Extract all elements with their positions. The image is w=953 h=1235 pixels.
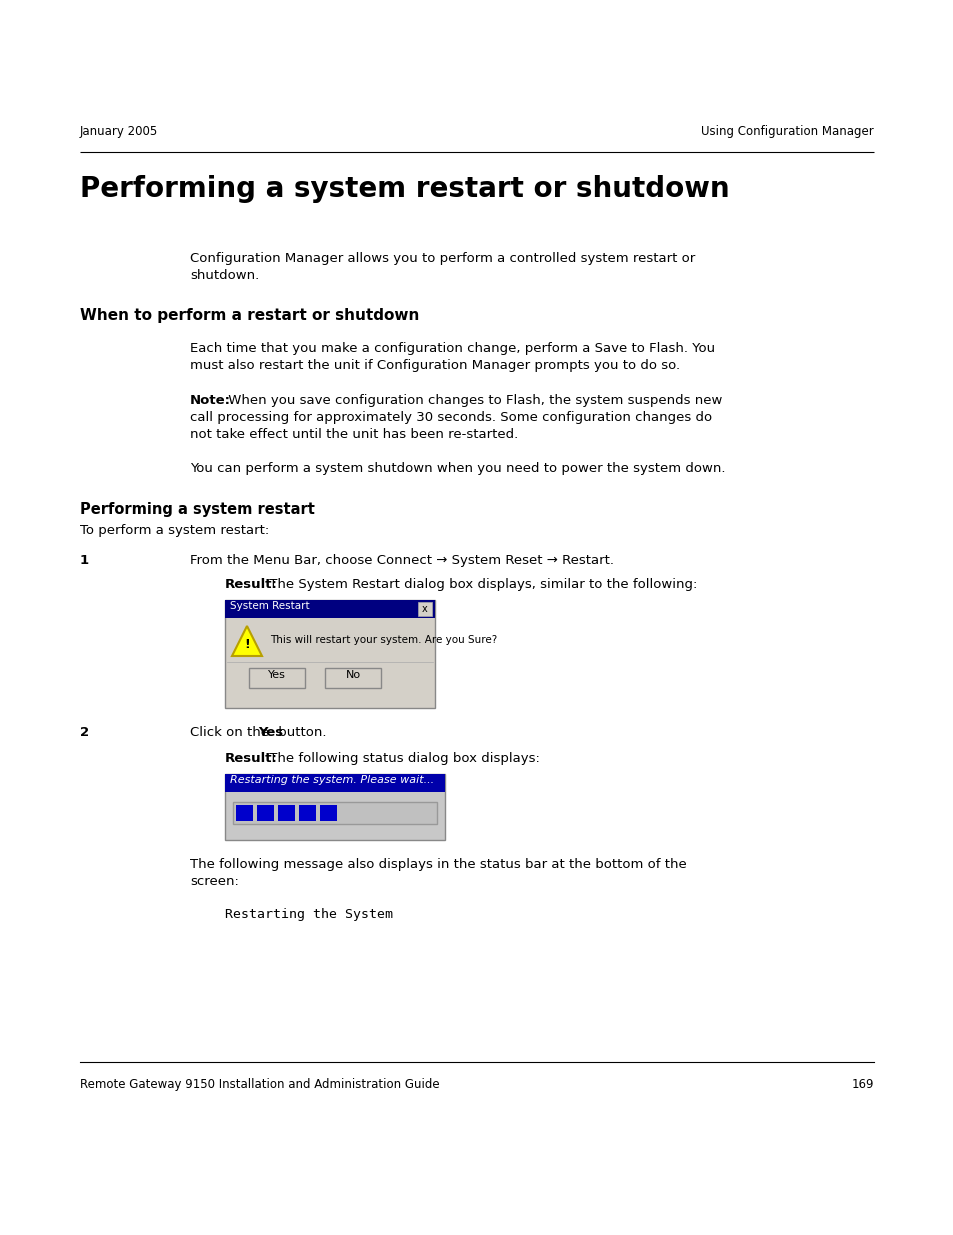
Text: Yes: Yes [268, 671, 286, 680]
Text: When you save configuration changes to Flash, the system suspends new: When you save configuration changes to F… [224, 394, 721, 408]
Text: Remote Gateway 9150 Installation and Administration Guide: Remote Gateway 9150 Installation and Adm… [80, 1078, 439, 1091]
Text: Note:: Note: [190, 394, 231, 408]
Text: !: ! [244, 638, 250, 651]
Text: must also restart the unit if Configuration Manager prompts you to do so.: must also restart the unit if Configurat… [190, 359, 679, 372]
Text: The following status dialog box displays:: The following status dialog box displays… [265, 752, 539, 764]
Bar [225, 774, 444, 840]
Text: Configuration Manager allows you to perform a controlled system restart or: Configuration Manager allows you to perf… [190, 252, 695, 266]
Text: Click on the: Click on the [190, 726, 273, 739]
Text: 169: 169 [851, 1078, 873, 1091]
Text: Restarting the system. Please wait...: Restarting the system. Please wait... [230, 776, 434, 785]
Text: The System Restart dialog box displays, similar to the following:: The System Restart dialog box displays, … [265, 578, 697, 592]
Text: Result:: Result: [225, 752, 277, 764]
Text: 2: 2 [80, 726, 89, 739]
Text: not take effect until the unit has been re-started.: not take effect until the unit has been … [190, 429, 517, 441]
Text: shutdown.: shutdown. [190, 269, 259, 282]
Text: button.: button. [274, 726, 326, 739]
Text: Using Configuration Manager: Using Configuration Manager [700, 125, 873, 138]
Bar [225, 774, 444, 792]
Text: 1: 1 [80, 555, 89, 567]
Text: call processing for approximately 30 seconds. Some configuration changes do: call processing for approximately 30 sec… [190, 411, 711, 424]
Text: System Restart: System Restart [230, 601, 310, 611]
Bar [256, 805, 274, 821]
Text: When to perform a restart or shutdown: When to perform a restart or shutdown [80, 308, 419, 324]
Text: screen:: screen: [190, 876, 238, 888]
Bar [277, 805, 294, 821]
Bar [249, 668, 305, 688]
Bar [319, 805, 336, 821]
Text: x: x [421, 604, 428, 614]
Bar [417, 601, 432, 616]
Bar [225, 600, 435, 708]
Bar [233, 802, 436, 824]
Text: From the Menu Bar, choose Connect → System Reset → Restart.: From the Menu Bar, choose Connect → Syst… [190, 555, 614, 567]
Text: Restarting the System: Restarting the System [225, 908, 393, 921]
Bar [235, 805, 253, 821]
Bar [325, 668, 380, 688]
Polygon shape [232, 626, 262, 656]
Text: Yes: Yes [257, 726, 283, 739]
Text: January 2005: January 2005 [80, 125, 158, 138]
Text: This will restart your system. Are you Sure?: This will restart your system. Are you S… [270, 635, 497, 645]
Bar [225, 600, 435, 618]
Text: You can perform a system shutdown when you need to power the system down.: You can perform a system shutdown when y… [190, 462, 724, 475]
Text: Performing a system restart: Performing a system restart [80, 501, 314, 517]
Text: To perform a system restart:: To perform a system restart: [80, 524, 269, 537]
Text: No: No [345, 671, 360, 680]
Text: The following message also displays in the status bar at the bottom of the: The following message also displays in t… [190, 858, 686, 871]
Text: Performing a system restart or shutdown: Performing a system restart or shutdown [80, 175, 729, 203]
Text: Result:: Result: [225, 578, 277, 592]
Text: Each time that you make a configuration change, perform a Save to Flash. You: Each time that you make a configuration … [190, 342, 715, 354]
Bar [298, 805, 315, 821]
